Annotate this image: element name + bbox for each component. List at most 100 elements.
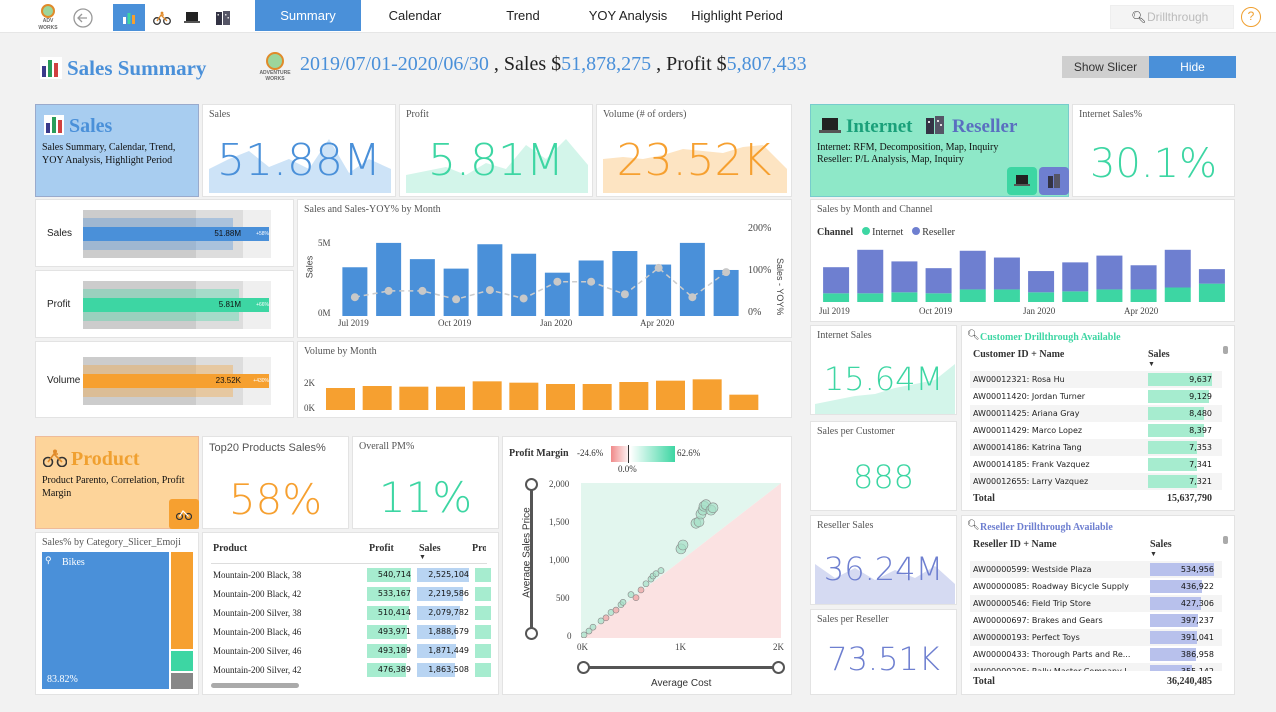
treemap-bikes[interactable]: ⚲ Bikes 83.82% bbox=[42, 552, 169, 689]
sales-card-desc: Sales Summary, Calendar, Trend, YOY Anal… bbox=[42, 142, 176, 166]
channel-month-card: Sales by Month and Channel Channel Inter… bbox=[810, 199, 1235, 322]
reseller-bar bbox=[857, 249, 884, 294]
internet-pct-value: 30.1% bbox=[1089, 141, 1218, 187]
table-row[interactable]: Mountain-200 Black, 46 493,971 1,888,679 bbox=[211, 623, 491, 641]
product-col-sales[interactable]: Sales bbox=[419, 543, 441, 554]
internet-title: Internet bbox=[846, 116, 913, 137]
volume-bar bbox=[362, 386, 392, 410]
internet-nav-button[interactable] bbox=[1007, 167, 1037, 195]
header-logo: ADVENTURE WORKS bbox=[258, 52, 292, 82]
tab-calendar[interactable]: Calendar bbox=[388, 8, 442, 23]
building-icon[interactable] bbox=[208, 4, 238, 31]
reseller-name: AW00000085: Roadway Bicycle Supply bbox=[973, 582, 1129, 591]
table-row[interactable]: AW00014186: Katrina Tang 7,353 bbox=[970, 439, 1222, 456]
product-nav-button[interactable] bbox=[169, 499, 199, 529]
reseller-title: Reseller bbox=[952, 116, 1018, 137]
tab-summary[interactable]: Summary bbox=[255, 0, 361, 31]
scatter-point bbox=[581, 631, 588, 638]
scatter-point bbox=[677, 539, 689, 551]
back-icon[interactable] bbox=[68, 4, 98, 31]
product-hscrollbar[interactable] bbox=[211, 683, 299, 688]
sales-card-icon bbox=[44, 115, 64, 140]
y-slider-handle-bottom[interactable] bbox=[525, 627, 538, 640]
customer-col-name: Customer ID + Name bbox=[973, 349, 1065, 360]
table-row[interactable]: AW00000433: Thorough Parts and Re... 386,… bbox=[970, 646, 1222, 663]
product-card-desc: Product Parento, Correlation, Profit Mar… bbox=[42, 475, 185, 499]
product-nav-card[interactable]: Product Product Parento, Correlation, Pr… bbox=[35, 436, 199, 529]
table-row[interactable]: AW00012321: Rosa Hu 9,637 bbox=[970, 371, 1222, 388]
customer-col-sales[interactable]: Sales bbox=[1148, 349, 1170, 360]
reseller-col-sales[interactable]: Sales bbox=[1150, 539, 1172, 550]
treemap-accessories[interactable] bbox=[171, 673, 193, 689]
table-row[interactable]: AW00000697: Brakes and Gears 397,237 bbox=[970, 612, 1222, 629]
sort-desc-icon[interactable]: ▼ bbox=[1150, 551, 1157, 558]
product-name: Mountain-200 Black, 38 bbox=[213, 570, 302, 580]
table-row[interactable]: AW00000599: Westside Plaza 534,956 bbox=[970, 561, 1222, 578]
table-row[interactable]: Mountain-200 Silver, 38 510,414 2,079,782 bbox=[211, 604, 491, 622]
hide-button[interactable]: Hide bbox=[1149, 56, 1236, 78]
scatter-ytick-2000: 2,000 bbox=[549, 479, 570, 489]
y-range-slider[interactable] bbox=[525, 478, 538, 640]
table-row[interactable]: AW00014185: Frank Vazquez 7,341 bbox=[970, 456, 1222, 473]
tab-highlight-period[interactable]: Highlight Period bbox=[691, 8, 783, 23]
table-row[interactable]: AW00000193: Perfect Toys 391,041 bbox=[970, 629, 1222, 646]
internet-desc: Internet: RFM, Decomposition, Map, Inqui… bbox=[817, 142, 999, 153]
help-icon[interactable]: ? bbox=[1241, 7, 1261, 27]
table-row[interactable]: AW00000546: Field Trip Store 427,306 bbox=[970, 595, 1222, 612]
internet-sales-card: Internet Sales 15.64M bbox=[810, 325, 957, 415]
sort-desc-icon[interactable]: ▼ bbox=[419, 554, 426, 561]
sales-bar bbox=[612, 251, 638, 316]
table-row[interactable]: AW00000085: Roadway Bicycle Supply 436,92… bbox=[970, 578, 1222, 595]
sort-desc-icon[interactable]: ▼ bbox=[1148, 361, 1155, 368]
sales-nav-card[interactable]: Sales Sales Summary, Calendar, Trend, YO… bbox=[35, 104, 199, 197]
product-profit-bar bbox=[367, 663, 406, 677]
internet-pct-card: Internet Sales% 30.1% bbox=[1072, 104, 1235, 197]
reseller-bar bbox=[891, 261, 918, 293]
y-slider-handle-top[interactable] bbox=[525, 478, 538, 491]
show-slicer-button[interactable]: Show Slicer bbox=[1062, 56, 1149, 78]
product-name: Mountain-200 Silver, 42 bbox=[213, 665, 302, 675]
scatter-xlabel: Average Cost bbox=[651, 678, 712, 689]
bicycle-icon[interactable] bbox=[147, 4, 177, 31]
laptop-icon[interactable] bbox=[177, 4, 207, 31]
scatter-xtick-2k: 2K bbox=[773, 642, 784, 652]
channel-nav-card[interactable]: Internet Reseller Internet: RFM, Decompo… bbox=[810, 104, 1069, 197]
tab-trend[interactable]: Trend bbox=[506, 8, 540, 23]
table-row[interactable]: AW00000205: Rally Master Company I... 355… bbox=[970, 663, 1222, 671]
scatter-ytick-1500: 1,500 bbox=[549, 517, 570, 527]
yoy-point bbox=[722, 268, 731, 277]
sales-yoy-title: Sales and Sales-YOY% by Month bbox=[304, 204, 441, 215]
customer-scrollbar[interactable] bbox=[1223, 346, 1228, 354]
volume-bar bbox=[399, 386, 429, 410]
channel-month-title: Sales by Month and Channel bbox=[817, 204, 933, 215]
scatter-point bbox=[627, 591, 635, 598]
table-row[interactable]: AW00011425: Ariana Gray 8,480 bbox=[970, 405, 1222, 422]
table-row[interactable]: AW00011420: Jordan Turner 9,129 bbox=[970, 388, 1222, 405]
table-row[interactable]: AW00012655: Larry Vazquez 7,321 bbox=[970, 473, 1222, 490]
table-row[interactable]: Mountain-200 Black, 42 533,167 2,219,586 bbox=[211, 585, 491, 603]
reseller-nav-button[interactable] bbox=[1039, 167, 1069, 195]
reseller-sales-value: 355,142 bbox=[1150, 663, 1214, 671]
summary-chart-icon[interactable] bbox=[113, 4, 145, 31]
treemap-clothing[interactable] bbox=[171, 651, 193, 671]
treemap-components[interactable] bbox=[171, 552, 193, 649]
sales-ytick-5m: 5M bbox=[318, 238, 331, 248]
product-profit-bar bbox=[367, 644, 408, 658]
product-pm-bar bbox=[475, 644, 491, 658]
table-row[interactable]: Mountain-200 Silver, 42 476,389 1,863,508 bbox=[211, 661, 491, 678]
drillthrough-search[interactable]: 🔍︎ Drillthrough bbox=[1110, 5, 1234, 29]
customer-total-label: Total bbox=[973, 493, 995, 504]
table-row[interactable]: AW00011429: Marco Lopez 8,397 bbox=[970, 422, 1222, 439]
tab-yoy-analysis[interactable]: YOY Analysis bbox=[588, 8, 668, 23]
x-slider-handle-right[interactable] bbox=[772, 661, 785, 674]
x-range-slider[interactable] bbox=[577, 661, 785, 674]
reseller-scrollbar[interactable] bbox=[1223, 536, 1228, 544]
x-slider-handle-left[interactable] bbox=[577, 661, 590, 674]
internet-bar bbox=[1028, 292, 1055, 302]
reseller-name: AW00000697: Brakes and Gears bbox=[973, 616, 1103, 625]
internet-bar bbox=[891, 292, 918, 302]
table-row[interactable]: Mountain-200 Silver, 46 493,189 1,871,449 bbox=[211, 642, 491, 660]
product-col-pm: Pro bbox=[472, 543, 486, 554]
table-row[interactable]: Mountain-200 Black, 38 540,714 2,525,104 bbox=[211, 566, 491, 584]
sales-bar bbox=[578, 260, 604, 316]
